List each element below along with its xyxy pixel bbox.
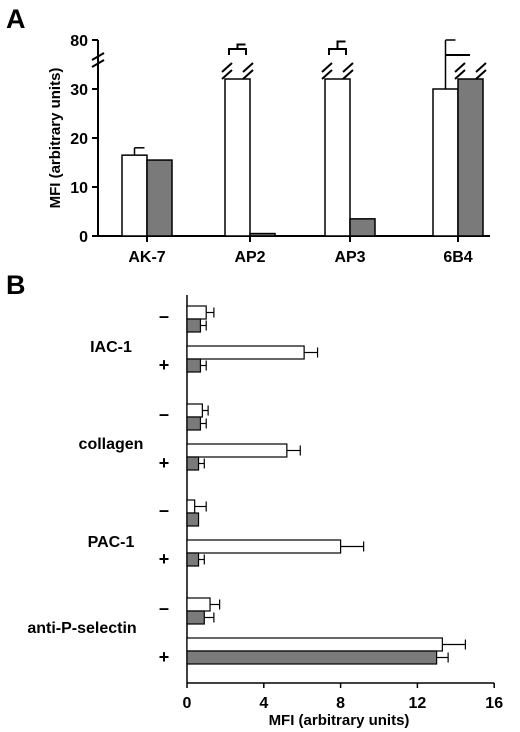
- panel-b-bar: [186, 512, 200, 527]
- panel-a-axis-break-mark: [91, 59, 105, 68]
- panel-a-bar-break-mark: [221, 69, 233, 80]
- panel-b-bar: [186, 610, 205, 625]
- panel-b-bar: [186, 597, 211, 612]
- panel-a-bar: [432, 88, 459, 237]
- panel-a-y-tick-label: 20: [70, 131, 88, 148]
- panel-a-axis-break-mark: [91, 52, 105, 61]
- panel-a-category-label: AK-7: [128, 249, 165, 266]
- panel-b-bar: [186, 416, 202, 431]
- panel-a-bar-break-mark: [221, 62, 233, 73]
- panel-a-y-tick-label: 0: [79, 229, 88, 246]
- panel-a-chart: 0 10 20 30 80 AK-7 AP2 AP3 6B4: [70, 33, 490, 266]
- panel-a-category-label: AP2: [234, 249, 265, 266]
- panel-a-bar-break-mark: [475, 69, 487, 80]
- panel-a-letter: A: [6, 4, 26, 34]
- panel-a-y-tick-label: 30: [70, 82, 88, 99]
- panel-a-bar-break-mark: [475, 62, 487, 73]
- panel-a-bar: [324, 78, 351, 237]
- panel-a-category-label: 6B4: [443, 249, 472, 266]
- panel-b-group-label: collagen: [79, 436, 144, 453]
- panel-b-bar: [186, 499, 196, 514]
- panel-a-bar: [224, 78, 251, 237]
- panel-b-condition-sign: –: [159, 404, 169, 424]
- panel-b-letter: B: [6, 270, 26, 300]
- panel-a-bar-break-mark: [321, 69, 333, 80]
- panel-b-condition-sign: +: [159, 453, 170, 473]
- panel-a-error-bar: [228, 48, 247, 55]
- panel-b-condition-sign: –: [159, 500, 169, 520]
- panel-b-x-tick-label: 0: [183, 695, 192, 712]
- panel-b-bar: [186, 345, 305, 360]
- panel-a-bar-break-mark: [454, 69, 466, 80]
- panel-a-category-label: AP3: [334, 249, 365, 266]
- panel-a-bar: [457, 78, 484, 237]
- panel-a-bar-break-mark: [342, 62, 354, 73]
- panel-b-x-tick-label: 12: [409, 695, 427, 712]
- panel-a-bar: [249, 232, 276, 237]
- panel-b-condition-sign: –: [159, 306, 169, 326]
- panel-b-bar: [186, 637, 443, 652]
- panel-b-x-axis-label: MFI (arbitrary units): [269, 712, 410, 729]
- panel-b-chart: 0 4 8 12 16IAC-1–+collagen–+PAC-1–+anti-P-se…: [27, 295, 503, 712]
- panel-b-bar: [186, 650, 438, 665]
- panel-b-bar: [186, 456, 200, 471]
- panel-a-y-axis-label: MFI (arbitrary units): [47, 68, 64, 209]
- panel-b-bar: [186, 443, 288, 458]
- panel-b-bar: [186, 318, 202, 333]
- panel-b-x-tick-label: 4: [259, 695, 268, 712]
- panel-b-bar: [186, 305, 207, 320]
- panel-a-bar-break-mark: [342, 69, 354, 80]
- panel-b-condition-sign: –: [159, 598, 169, 618]
- panel-a-bar: [146, 159, 173, 237]
- panel-b-x-tick-label: 16: [485, 695, 503, 712]
- panel-a-bar: [349, 218, 376, 237]
- panel-b-group-label: IAC-1: [90, 339, 132, 356]
- panel-a-bar-break-mark: [321, 62, 333, 73]
- panel-a-error-bar: [328, 48, 347, 55]
- panel-a-y-tick-label: 80: [70, 33, 88, 50]
- panel-b-bar: [186, 403, 203, 418]
- panel-b-condition-sign: +: [159, 549, 170, 569]
- panel-a-y-tick-label: 10: [70, 180, 88, 197]
- panel-b-bar: [186, 358, 202, 373]
- panel-b-condition-sign: +: [159, 355, 170, 375]
- panel-b-group-label: PAC-1: [88, 534, 135, 551]
- panel-b-group-label: anti-P-selectin: [27, 620, 136, 637]
- panel-a-bar-break-mark: [454, 62, 466, 73]
- panel-b-condition-sign: +: [159, 647, 170, 667]
- panel-a-bar-break-mark: [242, 69, 254, 80]
- panel-b-x-tick-label: 8: [336, 695, 345, 712]
- panel-a-bar: [121, 154, 148, 237]
- panel-a-bar-break-mark: [242, 62, 254, 73]
- panel-b-bar: [186, 552, 200, 567]
- panel-b-bar: [186, 539, 342, 554]
